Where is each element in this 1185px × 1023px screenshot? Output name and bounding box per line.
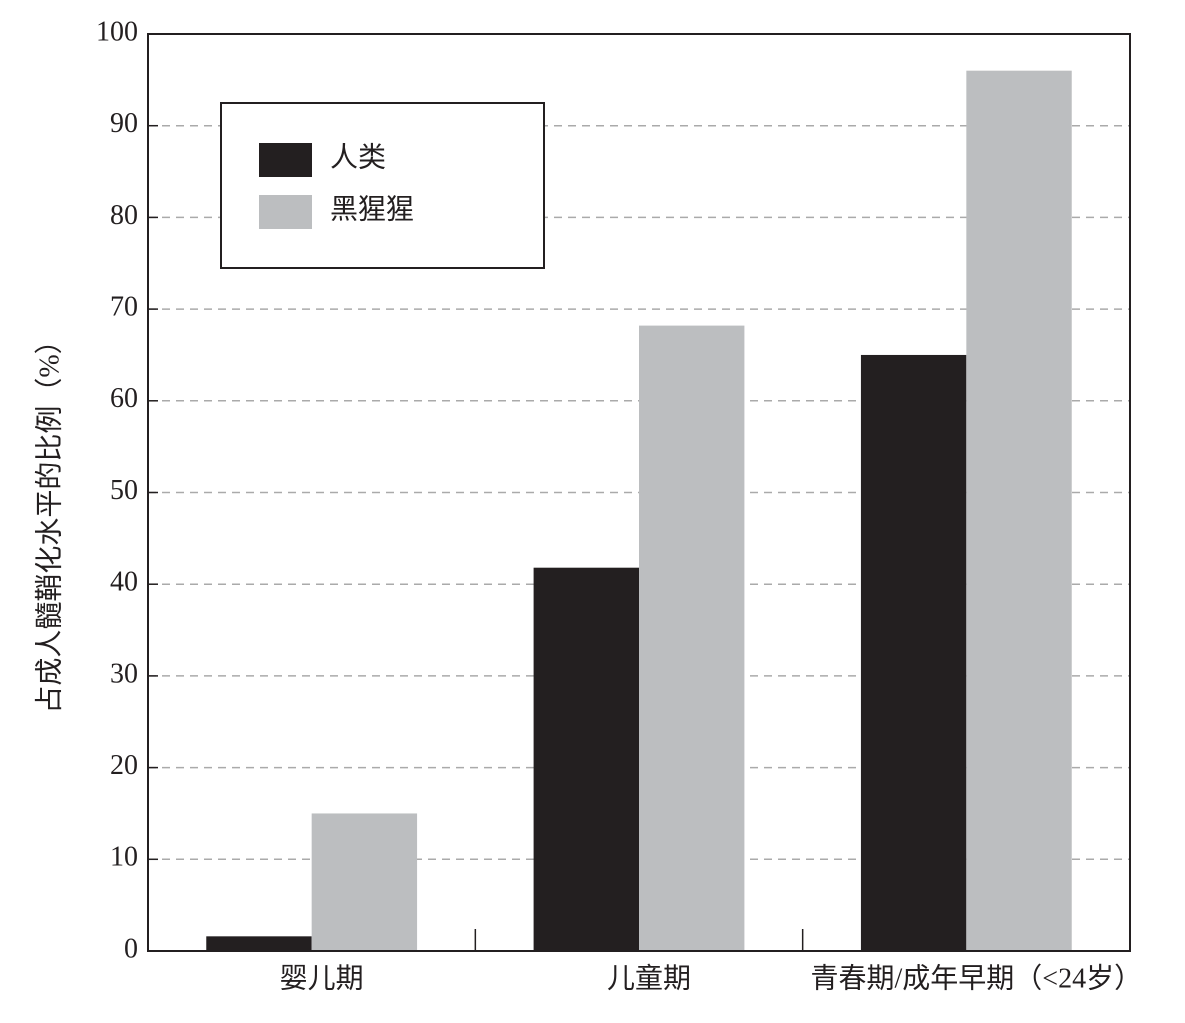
plot-frame — [147, 33, 1131, 952]
legend-box — [220, 102, 545, 269]
x-tick-label: 青春期/成年早期（<24岁） — [811, 962, 1143, 994]
y-tick-label: 20 — [110, 750, 138, 781]
legend-label: 人类 — [330, 141, 386, 173]
y-tick-label: 100 — [96, 16, 138, 47]
y-tick-label: 80 — [110, 200, 138, 231]
legend-swatch — [259, 195, 312, 229]
y-tick-label: 0 — [124, 933, 138, 964]
x-tick-label: 儿童期 — [607, 962, 691, 994]
bar — [860, 354, 967, 951]
y-tick-label: 70 — [110, 292, 138, 323]
legend-swatch — [259, 143, 312, 177]
x-tick-label: 婴儿期 — [280, 963, 364, 994]
y-tick-label: 40 — [110, 567, 138, 598]
legend-label: 黑猩猩 — [330, 193, 414, 225]
y-tick-label: 60 — [110, 383, 138, 414]
y-tick-label: 10 — [110, 842, 138, 873]
bar — [966, 70, 1072, 952]
bar — [311, 813, 418, 951]
y-tick-label: 30 — [110, 658, 138, 689]
bar — [206, 936, 312, 951]
bar — [533, 567, 639, 951]
y-tick-label: 50 — [110, 475, 138, 506]
y-axis-label: 占成人髓鞘化水平的比例（%） — [33, 326, 65, 713]
y-tick-label: 90 — [110, 108, 138, 139]
bar — [639, 325, 745, 952]
